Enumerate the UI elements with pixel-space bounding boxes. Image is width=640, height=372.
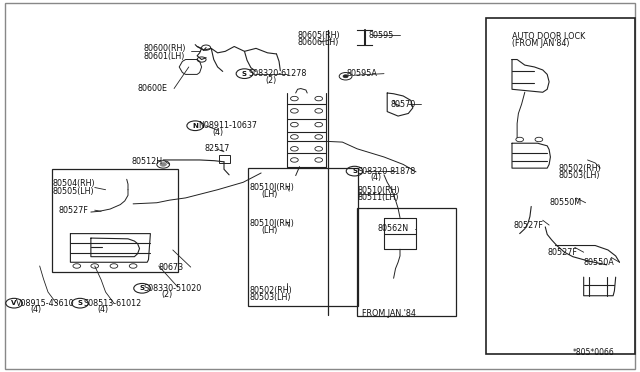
- Text: (4): (4): [31, 305, 42, 314]
- Text: (FROM JAN'84): (FROM JAN'84): [512, 39, 570, 48]
- Text: 80595A: 80595A: [347, 69, 378, 78]
- Text: (2): (2): [266, 76, 277, 85]
- Text: 80605(RH): 80605(RH): [298, 31, 340, 40]
- Text: S: S: [242, 71, 247, 77]
- Text: (2): (2): [161, 290, 173, 299]
- Text: 80673: 80673: [159, 263, 184, 272]
- Text: 80510J(RH): 80510J(RH): [250, 183, 294, 192]
- Text: S08320-61278: S08320-61278: [248, 69, 307, 78]
- Text: S: S: [140, 285, 145, 291]
- Circle shape: [160, 163, 166, 166]
- Text: N: N: [192, 123, 198, 129]
- Circle shape: [343, 75, 348, 78]
- Text: 80600E: 80600E: [138, 84, 168, 93]
- Text: V08915-43610: V08915-43610: [16, 299, 75, 308]
- Text: 80595: 80595: [369, 31, 394, 40]
- Text: 80527F: 80527F: [547, 248, 577, 257]
- Text: AUTO DOOR LOCK: AUTO DOOR LOCK: [512, 32, 585, 41]
- Text: 80512H: 80512H: [131, 157, 163, 166]
- Text: (4): (4): [97, 305, 108, 314]
- Text: 80550A: 80550A: [584, 258, 614, 267]
- Text: 80527F: 80527F: [59, 206, 89, 215]
- Text: 80606(LH): 80606(LH): [298, 38, 339, 47]
- Text: 80550M: 80550M: [549, 198, 581, 207]
- Text: 82517: 82517: [205, 144, 230, 153]
- Text: *805*0066: *805*0066: [573, 348, 614, 357]
- Text: 80570: 80570: [390, 100, 415, 109]
- Bar: [486, 18, 635, 354]
- Text: N08911-10637: N08911-10637: [198, 121, 257, 130]
- Text: 80562N: 80562N: [378, 224, 409, 233]
- Text: 80510J(RH): 80510J(RH): [250, 219, 294, 228]
- Text: 80511(LH): 80511(LH): [357, 193, 399, 202]
- Text: FROM JAN.'84: FROM JAN.'84: [362, 309, 415, 318]
- Text: 80504(RH): 80504(RH): [52, 179, 95, 188]
- Text: 80502(RH): 80502(RH): [250, 286, 292, 295]
- Text: (4): (4): [370, 173, 381, 182]
- Text: 80502(RH): 80502(RH): [558, 164, 601, 173]
- Text: S: S: [77, 300, 83, 306]
- Text: 80600(RH): 80600(RH): [144, 44, 186, 53]
- Bar: [219, 155, 230, 163]
- Bar: [357, 208, 456, 316]
- Bar: [52, 169, 178, 272]
- Bar: [248, 168, 358, 306]
- Text: 80527F: 80527F: [513, 221, 543, 230]
- Text: 80503(LH): 80503(LH): [558, 171, 600, 180]
- Text: (LH): (LH): [261, 190, 278, 199]
- Text: 80505(LH): 80505(LH): [52, 187, 94, 196]
- Text: 80601(LH): 80601(LH): [144, 52, 186, 61]
- Text: (4): (4): [212, 128, 223, 137]
- Text: S08330-51020: S08330-51020: [144, 284, 202, 293]
- Text: V: V: [12, 300, 17, 306]
- Text: S08320-81878: S08320-81878: [357, 167, 415, 176]
- Text: S: S: [352, 168, 357, 174]
- Text: S08513-61012: S08513-61012: [83, 299, 141, 308]
- Text: 80510(RH): 80510(RH): [357, 186, 400, 195]
- Text: (LH): (LH): [261, 226, 278, 235]
- Text: 80503(LH): 80503(LH): [250, 293, 291, 302]
